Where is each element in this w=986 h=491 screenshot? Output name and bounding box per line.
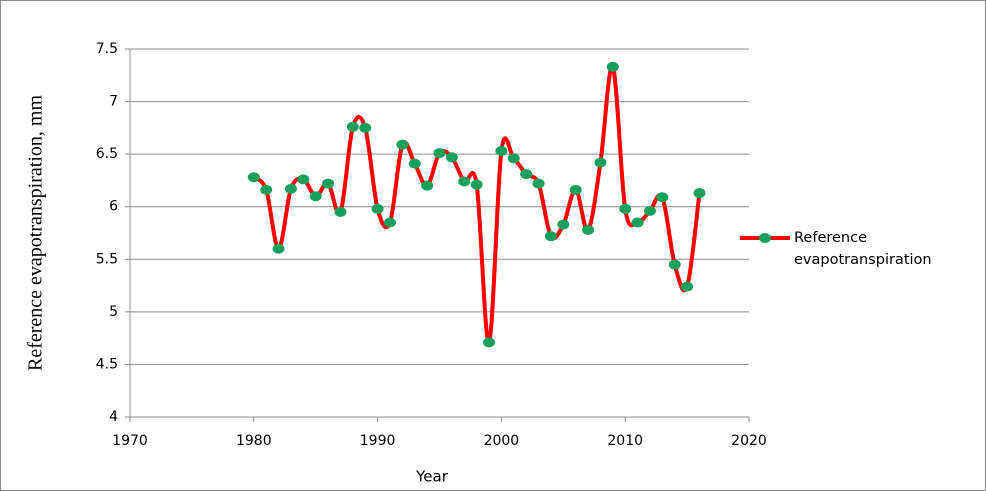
y-tick-label: 4 bbox=[109, 409, 118, 425]
x-tick-label: 1970 bbox=[112, 433, 148, 449]
data-point bbox=[322, 178, 335, 189]
data-point bbox=[520, 169, 533, 180]
data-point bbox=[458, 176, 471, 187]
data-point bbox=[371, 203, 384, 214]
data-point bbox=[594, 157, 607, 168]
data-point bbox=[260, 184, 273, 195]
y-tick-label: 7 bbox=[109, 94, 118, 110]
data-point bbox=[619, 203, 632, 214]
data-point bbox=[582, 224, 595, 235]
data-point bbox=[396, 139, 409, 150]
data-point bbox=[557, 219, 570, 230]
data-point bbox=[346, 121, 359, 132]
data-point bbox=[383, 217, 396, 228]
data-point bbox=[507, 153, 520, 164]
y-tick-label: 6 bbox=[109, 199, 118, 215]
data-point bbox=[445, 152, 458, 163]
data-point bbox=[272, 243, 285, 254]
data-point bbox=[606, 61, 619, 72]
data-point bbox=[569, 184, 582, 195]
data-point bbox=[483, 337, 496, 348]
data-point bbox=[284, 183, 297, 194]
x-tick-label: 2020 bbox=[731, 433, 767, 449]
data-point bbox=[309, 191, 322, 202]
data-point bbox=[631, 217, 644, 228]
data-point bbox=[681, 281, 694, 292]
data-point bbox=[359, 122, 372, 133]
y-tick-label: 7.5 bbox=[96, 41, 118, 57]
y-tick-label: 6.5 bbox=[96, 146, 118, 162]
data-point bbox=[532, 178, 545, 189]
legend-marker bbox=[759, 233, 771, 243]
data-point bbox=[656, 192, 669, 203]
data-point bbox=[421, 180, 434, 191]
data-point bbox=[668, 259, 681, 270]
y-tick-label: 5 bbox=[109, 304, 118, 320]
x-tick-label: 1980 bbox=[236, 433, 272, 449]
legend-label: Reference evapotranspiration bbox=[794, 230, 932, 268]
data-point bbox=[495, 145, 508, 156]
data-point bbox=[693, 188, 706, 199]
x-axis-label: Year bbox=[415, 468, 449, 486]
x-tick-label: 1990 bbox=[360, 433, 396, 449]
y-tick-label: 5.5 bbox=[96, 251, 118, 267]
data-point bbox=[408, 158, 421, 169]
x-tick-label: 2000 bbox=[484, 433, 520, 449]
x-tick-label: 2010 bbox=[607, 433, 643, 449]
data-point bbox=[643, 205, 656, 216]
data-point bbox=[433, 148, 446, 159]
data-point bbox=[247, 172, 260, 183]
data-point bbox=[334, 206, 347, 217]
y-axis-label: Reference evapotranspiration, mm bbox=[25, 95, 47, 371]
y-tick-label: 4.5 bbox=[96, 356, 118, 372]
data-point bbox=[470, 179, 483, 190]
data-point bbox=[544, 231, 557, 242]
data-point bbox=[297, 174, 310, 185]
data-line bbox=[252, 64, 702, 345]
